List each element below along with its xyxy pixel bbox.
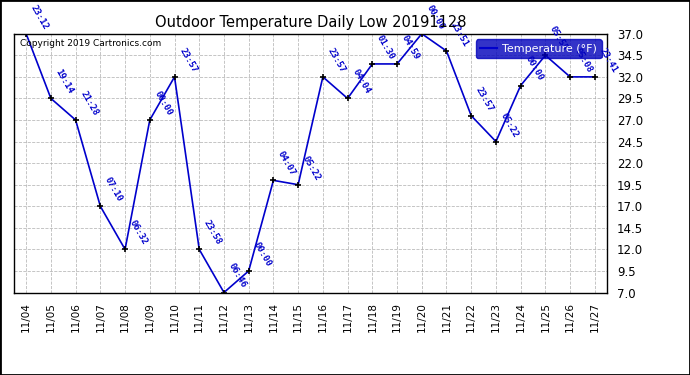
Text: 05:08: 05:08	[573, 46, 594, 74]
Text: 23:12: 23:12	[29, 3, 50, 31]
Legend: Temperature (°F): Temperature (°F)	[475, 39, 602, 58]
Text: 23:51: 23:51	[449, 21, 471, 48]
Text: 00:00: 00:00	[152, 90, 174, 117]
Text: 23:57: 23:57	[474, 85, 495, 113]
Text: Copyright 2019 Cartronics.com: Copyright 2019 Cartronics.com	[20, 39, 161, 48]
Text: 23:41: 23:41	[598, 46, 619, 74]
Text: 05:22: 05:22	[499, 111, 520, 139]
Text: 05:55: 05:55	[548, 25, 569, 52]
Text: 00:00: 00:00	[424, 3, 446, 31]
Text: 19:14: 19:14	[54, 68, 75, 96]
Text: 23:58: 23:58	[202, 219, 224, 247]
Title: Outdoor Temperature Daily Low 20191128: Outdoor Temperature Daily Low 20191128	[155, 15, 466, 30]
Text: 06:46: 06:46	[227, 262, 248, 290]
Text: 04:59: 04:59	[400, 33, 421, 61]
Text: 06:32: 06:32	[128, 219, 149, 247]
Text: 04:07: 04:07	[276, 150, 297, 178]
Text: 23:57: 23:57	[326, 46, 347, 74]
Text: 05:22: 05:22	[301, 154, 322, 182]
Text: 01:30: 01:30	[375, 33, 396, 61]
Text: 07:10: 07:10	[103, 176, 124, 204]
Text: 04:04: 04:04	[351, 68, 372, 96]
Text: 00:00: 00:00	[524, 55, 544, 83]
Text: 00:00: 00:00	[251, 240, 273, 268]
Text: 21:28: 21:28	[79, 90, 99, 117]
Text: 23:57: 23:57	[177, 46, 199, 74]
